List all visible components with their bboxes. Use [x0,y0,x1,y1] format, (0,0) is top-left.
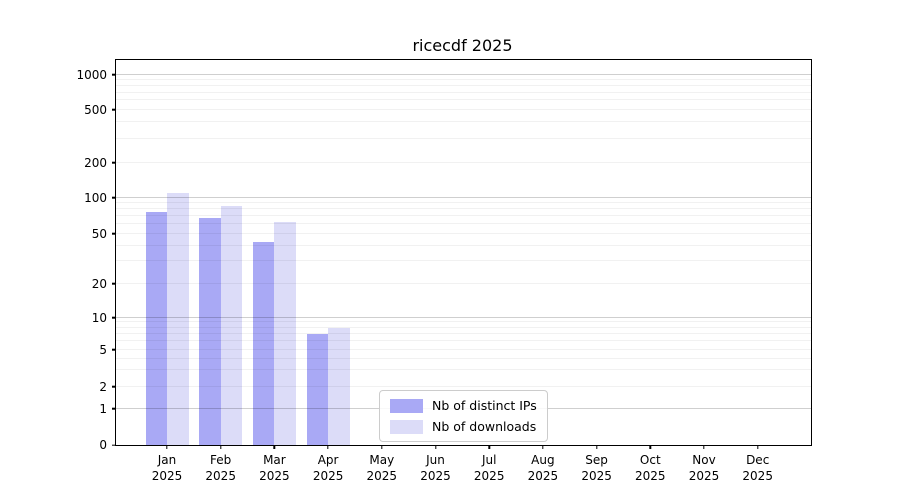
x-tick-label-sep: Sep 2025 [581,453,612,484]
x-tick-label-jun: Jun 2025 [420,453,451,484]
y-tick-mark [112,348,116,351]
bar-downloads-feb [220,205,243,445]
bar-downloads-apr [328,327,350,445]
y-tick-label-2: 2 [99,379,107,394]
minor-gridline [116,138,811,139]
bar-downloads-mar [274,221,296,445]
minor-gridline [116,340,811,342]
x-tick-label-mar: Mar 2025 [259,453,290,484]
legend: Nb of distinct IPs Nb of downloads [379,390,548,442]
x-tick-mark [273,445,276,449]
y-tick-mark [112,316,116,319]
y-tick-label-500: 500 [84,102,107,117]
minor-gridline [116,357,811,359]
minor-gridline [116,84,811,86]
y-tick-mark [112,444,116,446]
legend-label-distinct-ips: Nb of distinct IPs [432,398,537,413]
legend-row-distinct-ips: Nb of distinct IPs [390,398,537,413]
minor-gridline [116,215,811,216]
major-gridline [116,316,811,318]
x-tick-mark [434,445,437,449]
y-tick-label-1000: 1000 [76,67,107,82]
x-tick-label-jul: Jul 2025 [473,453,505,484]
bar-distinct-ips-feb [199,217,221,445]
legend-label-downloads: Nb of downloads [432,419,537,434]
y-tick-mark [112,282,116,285]
x-tick-mark [381,445,383,449]
minor-gridline [116,244,811,246]
x-tick-label-nov: Nov 2025 [688,453,720,484]
y-tick-label-50: 50 [91,226,107,241]
x-tick-mark [649,445,651,449]
x-tick-label-feb: Feb 2025 [205,453,236,484]
x-tick-label-apr: Apr 2025 [312,453,344,484]
minor-gridline [116,232,811,234]
minor-gridline [116,99,811,101]
y-tick-mark [112,407,116,410]
minor-gridline [116,223,811,224]
minor-gridline [116,260,811,262]
major-gridline [116,73,811,75]
bar-distinct-ips-jan [145,212,167,445]
x-tick-mark [595,445,598,449]
legend-swatch-downloads [390,419,423,434]
minor-gridline [116,321,811,323]
legend-row-downloads: Nb of downloads [390,419,537,434]
bar-distinct-ips-mar [252,241,275,445]
y-tick-mark [112,196,116,199]
y-tick-mark [112,232,116,235]
minor-gridline [116,108,811,110]
plot-area: 0 1 2 5 10 20 50 100 200 500 1000 Jan 2025 Feb 2025 Ma… [76,59,812,483]
chart-title: ricecdf 2025 [412,36,513,55]
x-tick-label-oct: Oct 2025 [635,453,666,484]
y-tick-label-5: 5 [99,342,107,357]
bar-distinct-ips-apr [306,334,329,445]
y-tick-label-100: 100 [84,190,107,205]
minor-gridline [116,78,811,80]
x-tick-mark [703,445,705,449]
y-tick-mark [112,108,116,111]
y-tick-mark [112,161,116,164]
x-tick-mark [756,445,759,449]
y-tick-label-10: 10 [91,310,107,325]
x-tick-mark [166,445,168,449]
x-tick-mark [542,445,544,449]
minor-gridline [116,208,811,210]
y-tick-label-1: 1 [99,401,107,416]
y-tick-mark [112,73,116,76]
x-tick-mark [219,445,222,449]
x-tick-label-aug: Aug 2025 [527,453,559,484]
y-tick-label-0: 0 [99,438,107,452]
x-tick-label-jan: Jan 2025 [151,453,183,484]
minor-gridline [116,333,811,334]
legend-swatch-distinct-ips [390,398,423,413]
x-tick-mark [488,445,490,449]
minor-gridline [116,161,811,163]
x-tick-label-may: May 2025 [366,453,398,484]
major-gridline [116,196,811,198]
bar-downloads-jan [167,192,189,445]
x-tick-label-dec: Dec 2025 [742,453,773,484]
minor-gridline [116,348,811,350]
y-tick-label-200: 200 [84,155,107,170]
x-tick-mark [327,445,329,449]
minor-gridline [116,202,811,203]
y-tick-label-20: 20 [91,276,107,291]
y-tick-mark [112,385,116,388]
minor-gridline [116,91,811,93]
minor-gridline [116,282,811,284]
minor-gridline [116,121,811,123]
minor-gridline [116,326,811,328]
minor-gridline [116,369,811,371]
minor-gridline [116,385,811,387]
